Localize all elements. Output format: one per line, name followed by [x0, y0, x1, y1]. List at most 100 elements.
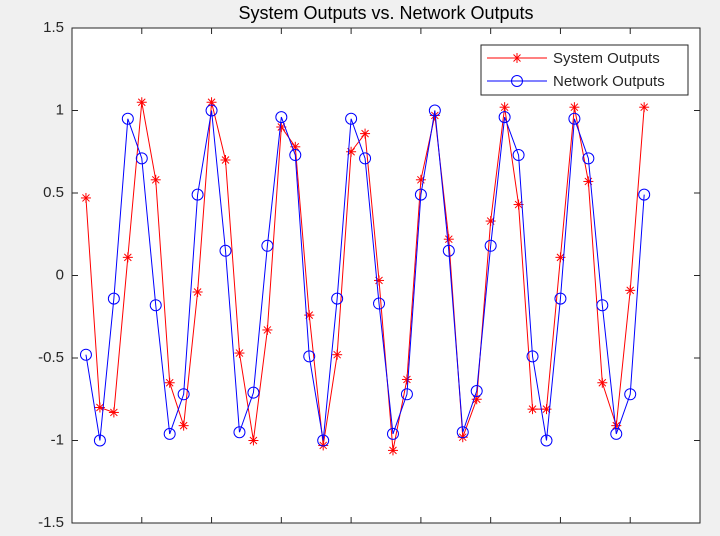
circle-marker	[219, 244, 232, 257]
star-marker	[512, 53, 522, 63]
star-stroke	[137, 98, 146, 107]
star-marker	[625, 285, 636, 296]
star-marker	[387, 445, 398, 456]
star-marker	[471, 394, 482, 405]
circle-marker	[93, 434, 106, 447]
circle-marker	[582, 152, 595, 165]
y-tick-label: -1.5	[38, 514, 64, 531]
star-marker	[206, 97, 217, 108]
star-stroke	[556, 253, 565, 262]
star-stroke	[514, 200, 523, 209]
circle-marker	[512, 149, 525, 162]
star-stroke	[500, 103, 509, 112]
star-marker	[597, 377, 608, 388]
star-marker	[360, 128, 371, 139]
star-marker	[178, 420, 189, 431]
star-stroke	[513, 54, 521, 62]
star-marker	[346, 146, 357, 157]
star-marker	[332, 349, 343, 360]
star-marker	[513, 199, 524, 210]
star-marker	[136, 97, 147, 108]
star-stroke	[626, 286, 635, 295]
star-stroke	[458, 433, 467, 442]
circle-marker	[121, 112, 134, 125]
star-stroke	[361, 129, 369, 138]
circle-marker	[149, 299, 162, 312]
circle-marker	[456, 426, 469, 439]
star-marker	[248, 435, 259, 446]
circle-marker	[359, 152, 372, 165]
circle-marker	[275, 111, 288, 124]
star-marker	[164, 377, 175, 388]
circle-marker	[107, 292, 120, 305]
star-marker	[262, 324, 273, 335]
star-stroke	[179, 421, 188, 430]
y-tick-label: -0.5	[38, 349, 64, 366]
star-stroke	[193, 288, 202, 296]
plot-area	[72, 28, 700, 523]
circle-marker	[610, 427, 623, 440]
circle-marker	[386, 427, 399, 440]
star-marker	[499, 102, 510, 113]
circle-marker	[400, 388, 413, 401]
circle-marker	[177, 388, 190, 401]
legend: System Outputs Network Outputs	[480, 44, 689, 96]
circle-marker	[303, 350, 316, 363]
circle-marker	[428, 104, 441, 117]
y-tick-label: 1.5	[43, 19, 64, 36]
star-marker	[639, 102, 650, 113]
star-stroke	[472, 395, 481, 404]
star-marker	[527, 404, 538, 415]
circle-marker	[79, 348, 92, 361]
circle-marker	[247, 386, 260, 399]
circle-marker	[373, 297, 386, 310]
circle-marker	[135, 152, 148, 165]
legend-label: Network Outputs	[553, 73, 665, 90]
circle-marker	[191, 188, 204, 201]
circle-marker	[317, 434, 330, 447]
star-stroke	[221, 156, 230, 164]
circle-marker	[345, 112, 358, 125]
circle-marker	[540, 434, 553, 447]
star-marker	[583, 176, 594, 187]
star-stroke	[598, 378, 607, 387]
star-stroke	[151, 175, 160, 184]
circle-marker	[331, 292, 344, 305]
star-stroke	[389, 446, 397, 455]
axes-box	[71, 27, 701, 524]
circle-marker	[414, 188, 427, 201]
star-marker	[220, 155, 231, 165]
star-stroke	[96, 403, 104, 412]
circle-marker	[554, 292, 567, 305]
circle-marker	[163, 427, 176, 440]
star-stroke	[640, 103, 649, 112]
series-line	[85, 110, 645, 441]
star-marker	[234, 348, 245, 359]
star-stroke	[403, 375, 411, 384]
star-stroke	[333, 350, 342, 359]
circle-marker	[624, 388, 637, 401]
star-stroke	[82, 194, 90, 202]
circle-marker	[261, 239, 274, 252]
star-marker	[374, 275, 385, 286]
star-marker	[318, 440, 329, 451]
star-marker	[443, 234, 454, 245]
star-stroke	[570, 103, 579, 112]
star-marker	[611, 420, 622, 431]
star-stroke	[263, 326, 272, 334]
star-marker	[569, 102, 580, 113]
circle-marker	[568, 112, 581, 125]
star-stroke	[110, 408, 118, 417]
circle-marker	[442, 244, 455, 257]
circle-marker	[470, 385, 483, 397]
star-stroke	[612, 421, 621, 430]
circle-marker	[526, 350, 539, 363]
star-marker	[108, 407, 119, 418]
star-stroke	[417, 175, 425, 184]
star-stroke	[235, 349, 244, 357]
y-tick-label: 0.5	[43, 184, 64, 201]
star-stroke	[165, 378, 174, 387]
star-marker	[457, 432, 468, 443]
star-stroke	[123, 253, 132, 262]
circle-marker	[596, 299, 609, 312]
